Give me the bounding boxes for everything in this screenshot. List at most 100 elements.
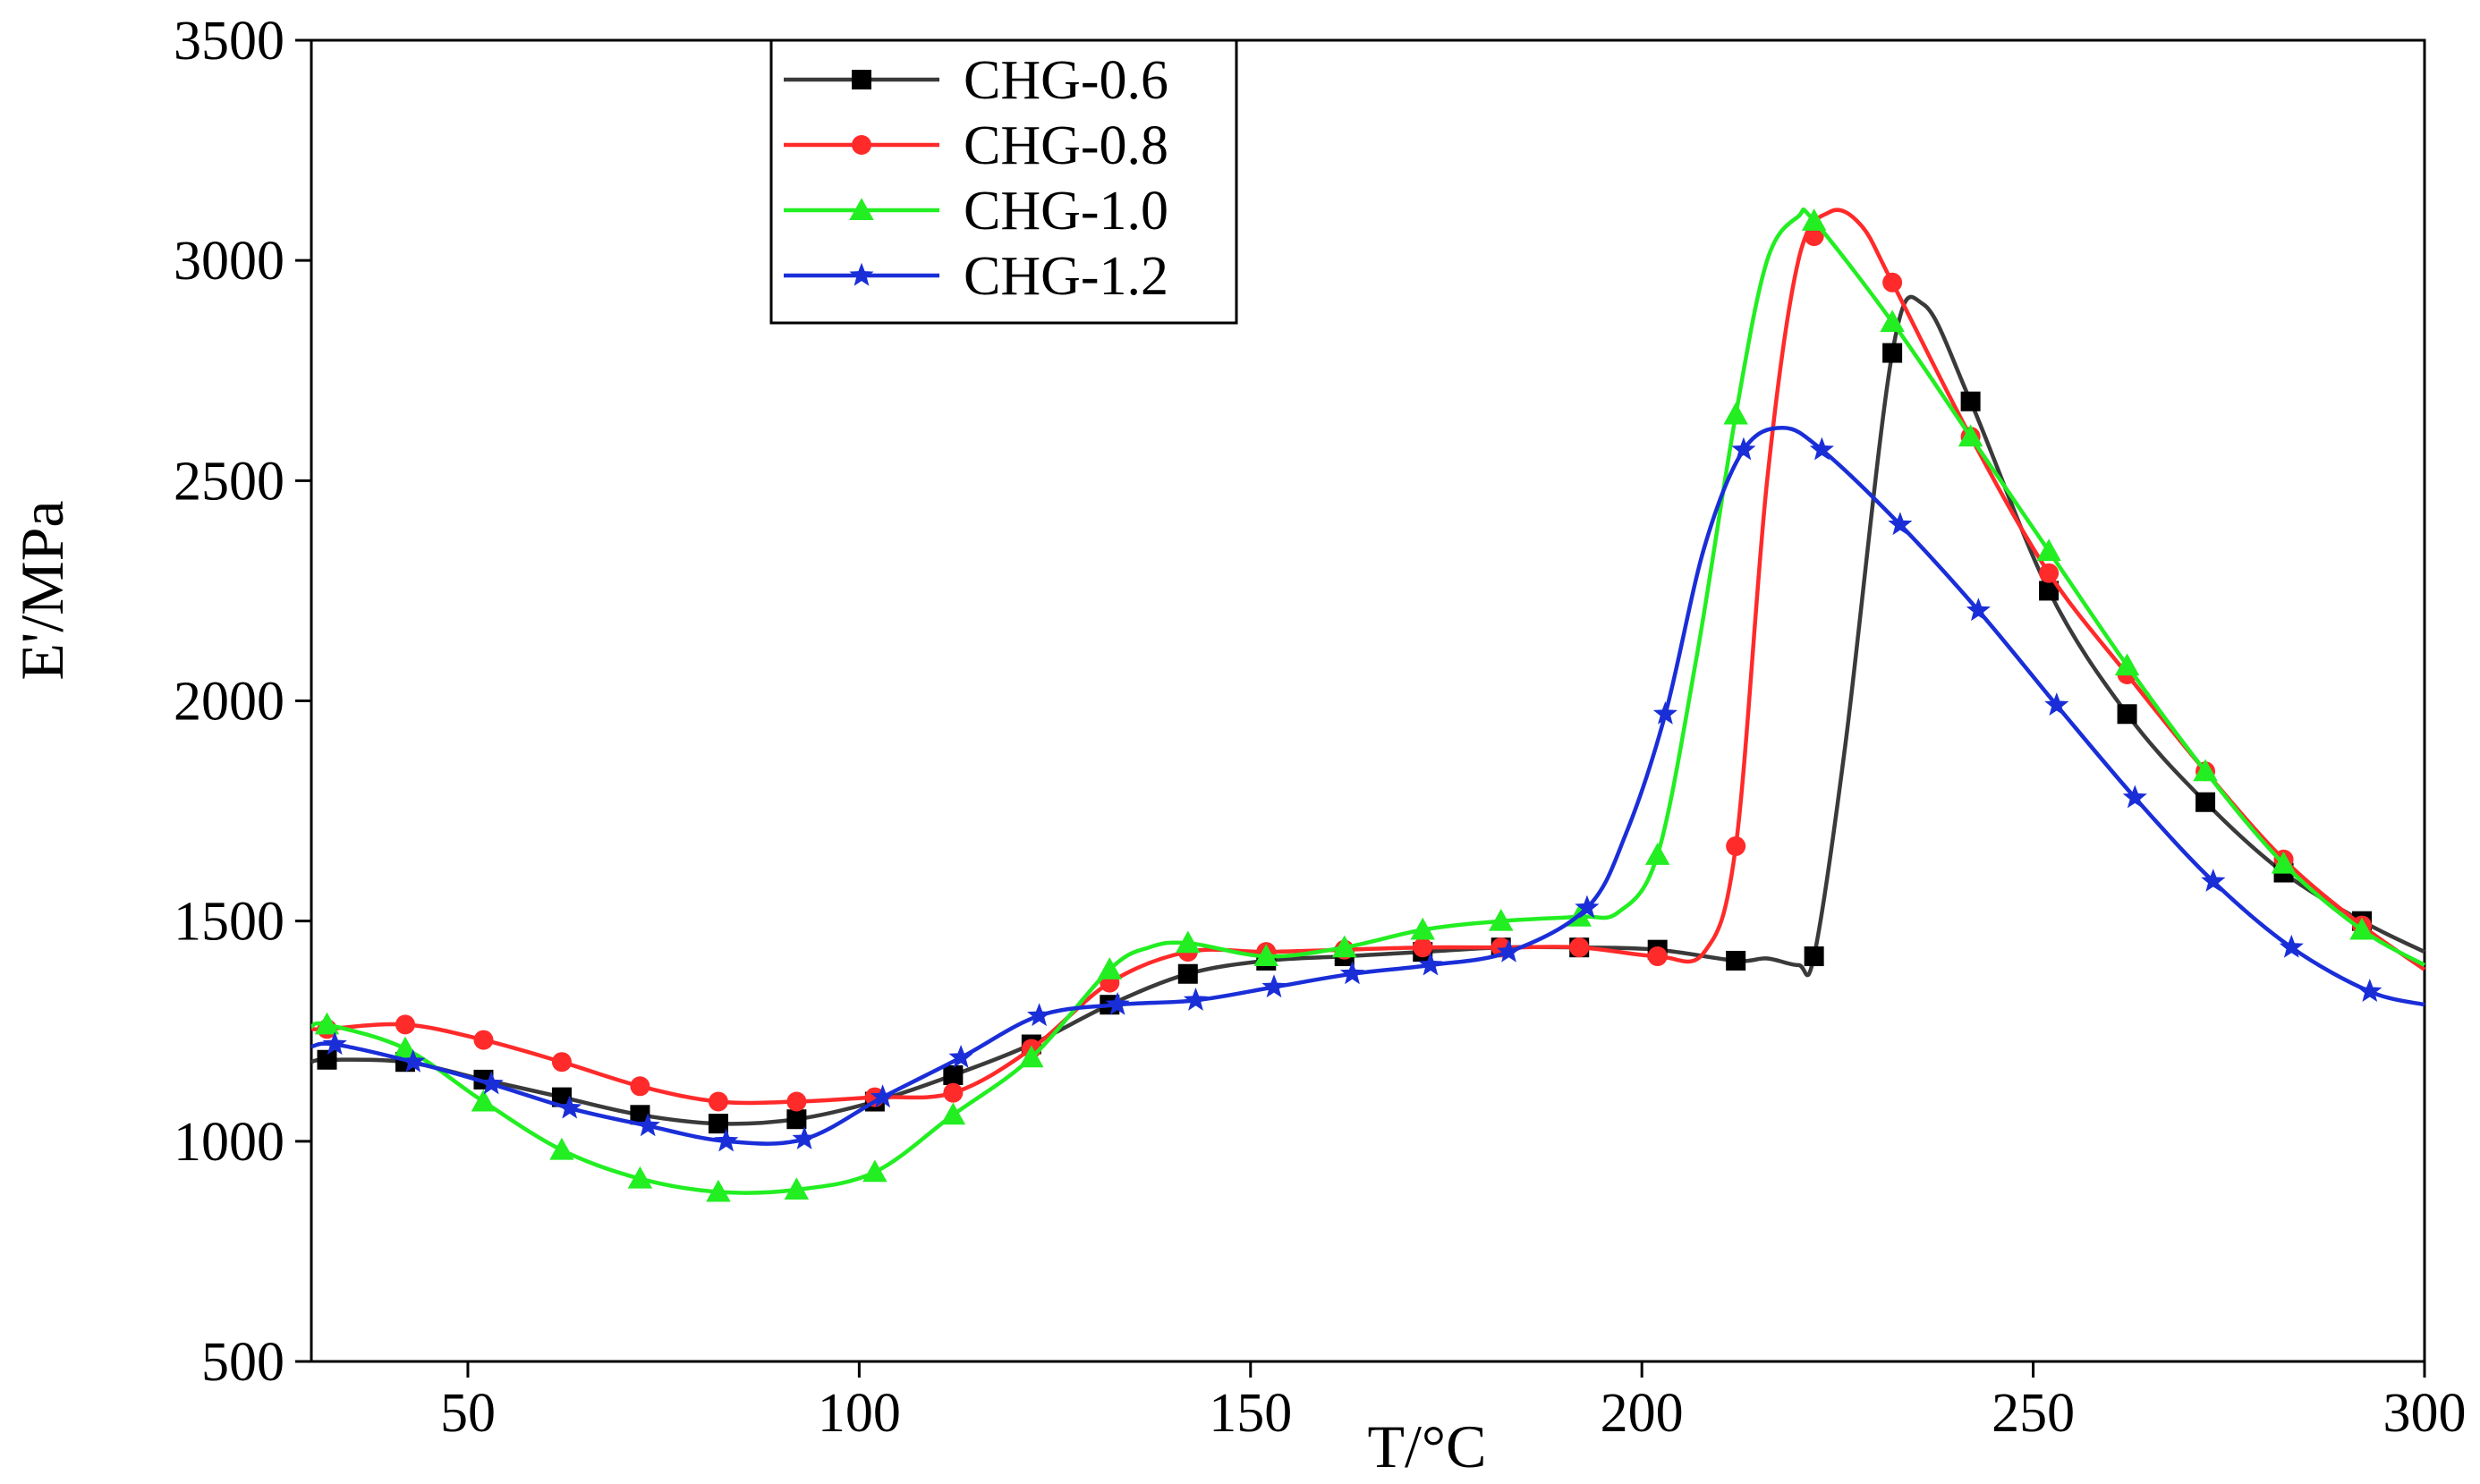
data-point-chg-1-0 <box>1176 930 1201 954</box>
data-point-chg-1-0 <box>2114 653 2140 676</box>
series-line-chg-0-6 <box>310 294 2425 1126</box>
data-point-chg-0-8 <box>1726 835 1746 856</box>
data-point-chg-0-8 <box>1882 272 1903 293</box>
data-point-chg-0-6 <box>943 1064 964 1085</box>
data-point-chg-1-2 <box>1652 701 1677 725</box>
data-point-chg-1-2 <box>1339 961 1365 985</box>
data-point-chg-1-2 <box>479 1071 504 1095</box>
data-point-chg-0-8 <box>1804 226 1824 247</box>
data-point-chg-1-2 <box>714 1128 739 1152</box>
data-point-chg-0-8 <box>943 1082 964 1103</box>
data-point-chg-1-2 <box>1418 952 1443 976</box>
series-line-chg-0-8 <box>310 208 2426 1106</box>
y-tick-label-1000: 1000 <box>174 1112 285 1173</box>
data-point-chg-1-2 <box>1105 991 1130 1015</box>
data-point-chg-0-8 <box>1413 937 1433 958</box>
y-tick-label-2000: 2000 <box>174 672 285 733</box>
data-point-chg-1-0 <box>314 1012 340 1035</box>
x-tick-label-200: 200 <box>1601 1383 1684 1444</box>
data-point-chg-0-6 <box>317 1049 337 1070</box>
data-point-chg-1-2 <box>1183 988 1209 1011</box>
data-point-chg-1-0 <box>2349 917 2374 940</box>
data-point-chg-0-6 <box>708 1114 728 1134</box>
legend-marker-chg-1-0 <box>849 198 874 220</box>
data-point-chg-1-2 <box>1809 437 1834 461</box>
data-point-chg-0-6 <box>2117 704 2137 725</box>
data-point-chg-1-0 <box>1097 957 1123 979</box>
data-point-chg-1-0 <box>549 1137 574 1160</box>
data-point-chg-0-8 <box>786 1091 807 1112</box>
x-tick-label-300: 300 <box>2383 1383 2467 1444</box>
x-tick-label-150: 150 <box>1209 1383 1292 1444</box>
data-point-chg-0-8 <box>395 1014 415 1035</box>
data-point-chg-1-2 <box>1027 1003 1052 1027</box>
data-point-chg-1-2 <box>557 1095 582 1119</box>
y-tick-label-500: 500 <box>201 1332 285 1393</box>
data-point-chg-0-6 <box>2039 581 2060 601</box>
data-point-chg-1-0 <box>2271 851 2297 874</box>
legend-item-chg-1-0: CHG-1.0 <box>784 181 1168 242</box>
y-tick-label-1500: 1500 <box>174 892 285 953</box>
legend-item-chg-1-2: CHG-1.2 <box>784 246 1168 307</box>
data-point-chg-1-0 <box>1019 1045 1044 1068</box>
data-point-chg-0-6 <box>786 1109 807 1130</box>
series-line-chg-1-2 <box>310 426 2425 1146</box>
data-point-chg-1-0 <box>1723 402 1748 425</box>
legend-label-chg-0-6: CHG-0.6 <box>964 50 1168 111</box>
legend-label-chg-0-8: CHG-0.8 <box>964 115 1168 176</box>
data-point-chg-1-0 <box>706 1179 731 1202</box>
data-point-chg-1-0 <box>1801 208 1827 231</box>
data-point-chg-1-2 <box>2201 869 2226 892</box>
x-axis-title: T/°C <box>1368 1412 1487 1480</box>
data-point-chg-1-2 <box>871 1084 896 1108</box>
data-point-chg-1-0 <box>1332 935 1357 958</box>
plot-frame <box>310 38 2426 1363</box>
series-chg-1-2 <box>310 426 2425 1152</box>
data-point-chg-0-6 <box>2195 792 2216 812</box>
data-point-chg-0-8 <box>551 1052 572 1073</box>
data-point-chg-1-2 <box>401 1048 426 1073</box>
data-point-chg-1-0 <box>1880 310 1905 333</box>
legend-item-chg-0-6: CHG-0.6 <box>784 50 1168 111</box>
legend-marker-chg-0-6 <box>852 70 871 89</box>
data-point-chg-0-6 <box>1882 343 1903 363</box>
data-point-chg-1-2 <box>322 1031 347 1056</box>
data-point-chg-1-0 <box>1644 843 1670 865</box>
data-point-chg-1-2 <box>2044 692 2069 716</box>
data-point-chg-1-0 <box>627 1166 653 1189</box>
legend-label-chg-1-2: CHG-1.2 <box>964 246 1168 307</box>
data-point-chg-1-0 <box>1958 424 1983 447</box>
data-point-chg-1-2 <box>792 1126 817 1149</box>
legend-marker-chg-1-2 <box>849 262 874 286</box>
series-chg-0-8 <box>310 208 2426 1112</box>
x-tick-label-250: 250 <box>1992 1383 2075 1444</box>
data-point-chg-1-0 <box>393 1036 418 1059</box>
data-point-chg-1-2 <box>2279 934 2304 958</box>
data-point-chg-1-0 <box>940 1102 966 1125</box>
data-point-chg-1-2 <box>2357 979 2382 1002</box>
y-axis-title: E'/MPa <box>8 500 76 680</box>
data-point-chg-1-2 <box>1888 512 1913 536</box>
data-point-chg-1-0 <box>2036 538 2061 562</box>
data-point-chg-1-2 <box>1575 895 1600 919</box>
data-point-chg-0-8 <box>630 1076 650 1097</box>
x-tick-label-50: 50 <box>440 1383 496 1444</box>
data-point-chg-0-8 <box>1647 946 1668 967</box>
data-point-chg-1-0 <box>784 1177 810 1200</box>
series-line-chg-1-0 <box>310 207 2426 1195</box>
y-tick-label-3000: 3000 <box>174 231 285 292</box>
data-point-chg-1-2 <box>635 1113 660 1137</box>
data-point-chg-1-2 <box>1261 974 1287 998</box>
data-point-chg-1-0 <box>1410 917 1435 940</box>
y-tick-label-2500: 2500 <box>174 451 285 512</box>
data-point-chg-0-8 <box>473 1030 494 1050</box>
data-point-chg-0-6 <box>630 1105 650 1125</box>
data-point-chg-1-0 <box>1253 944 1279 967</box>
legend-marker-chg-0-8 <box>852 135 871 155</box>
data-point-chg-1-2 <box>1496 938 1522 962</box>
series-chg-0-6 <box>310 294 2425 1134</box>
y-tick-label-3500: 3500 <box>174 11 285 72</box>
data-point-chg-0-8 <box>2039 563 2060 583</box>
data-point-chg-1-2 <box>1731 437 1756 461</box>
